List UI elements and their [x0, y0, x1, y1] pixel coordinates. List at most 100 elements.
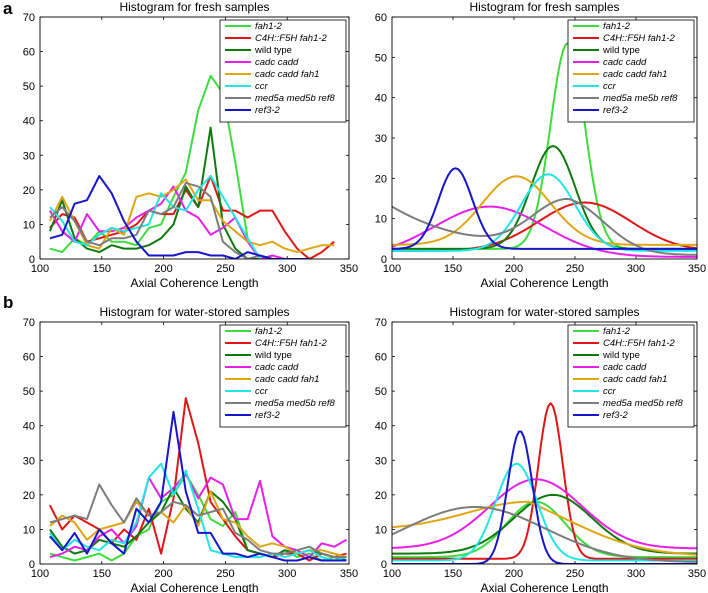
series-line-cadc-cadd-fah1: [49, 178, 335, 254]
chart-title: Histogram for fresh samples: [119, 0, 269, 14]
legend-label-cadc-cadd: cadc cadd: [255, 362, 299, 373]
x-tick-label: 250: [566, 568, 584, 580]
fit-curve-ref3-2: [392, 167, 697, 250]
x-tick-label: 250: [566, 263, 584, 275]
y-tick-label: 40: [375, 421, 387, 433]
y-tick-label: 50: [375, 52, 387, 64]
legend-label-ccr: ccr: [255, 386, 269, 397]
series-line-ccr: [49, 462, 347, 562]
series-line-cadc-cadd: [49, 185, 285, 259]
chart-a-fit: Histogram for fresh samples Axial Coheren…: [375, 0, 706, 290]
legend-label-med5a-med5b-ref8: med5a med5b ref8: [603, 398, 683, 409]
fit-curve-ccr: [392, 462, 697, 562]
series-line-fah1-2: [49, 473, 347, 562]
x-tick-label: 250: [216, 568, 234, 580]
y-tick-label: 50: [23, 386, 35, 398]
x-tick-label: 200: [505, 263, 523, 275]
y-tick-label: 10: [375, 524, 387, 536]
x-tick-label: 150: [444, 568, 462, 580]
y-tick-label: 30: [375, 133, 387, 145]
y-tick-label: 60: [375, 352, 387, 364]
series-line-med5a-med5b-ref8: [49, 181, 273, 259]
y-tick-label: 50: [375, 386, 387, 398]
y-tick-label: 40: [23, 421, 35, 433]
plot-area: [392, 42, 697, 258]
legend-label-fah1-2: fah1-2: [255, 326, 283, 337]
legend-label-fah1-2: fah1-2: [603, 326, 631, 337]
fit-curve-cadc-cadd-fah1: [392, 500, 697, 556]
fit-curve-ref3-2: [392, 430, 697, 564]
y-tick-label: 0: [381, 559, 387, 571]
y-tick-label: 30: [23, 150, 35, 162]
x-tick-label: 100: [31, 568, 49, 580]
x-tick-label: 250: [216, 263, 234, 275]
y-tick-label: 40: [375, 93, 387, 105]
legend-label-ccr: ccr: [603, 81, 617, 92]
x-tick-label: 150: [444, 263, 462, 275]
x-tick-label: 100: [31, 263, 49, 275]
legend-label-wild-type: wild type: [602, 45, 640, 56]
chart-a-hist: Histogram for fresh samples Axial Coheren…: [23, 0, 358, 290]
legend-label-wild-type: wild type: [602, 350, 640, 361]
y-tick-label: 60: [23, 352, 35, 364]
series-line-wild-type: [48, 126, 260, 259]
plot-area: [49, 397, 347, 562]
y-tick-label: 20: [375, 490, 387, 502]
chart-b-fit: Histogram for water-stored samples Axial …: [375, 305, 706, 593]
legend-label-c4h-f5h-fah1-2: C4H::F5H fah1-2: [255, 33, 328, 44]
legend-label-med5a-med5b-ref8: med5a med5b ref8: [255, 398, 335, 409]
y-tick-label: 0: [29, 254, 35, 266]
legend-label-cadc-cadd-fah1: cadc cadd fah1: [603, 69, 667, 80]
y-tick-label: 0: [381, 254, 387, 266]
chart-title: Histogram for water-stored samples: [449, 305, 639, 319]
y-tick-label: 60: [375, 12, 387, 24]
legend-label-c4h-f5h-fah1-2: C4H::F5H fah1-2: [603, 33, 676, 44]
legend-label-wild-type: wild type: [254, 350, 292, 361]
legend-label-cadc-cadd-fah1: cadc cadd fah1: [255, 69, 319, 80]
y-tick-label: 60: [23, 47, 35, 59]
plot-area: [392, 402, 697, 564]
legend-label-cadc-cadd-fah1: cadc cadd fah1: [603, 374, 667, 385]
x-tick-label: 300: [278, 568, 296, 580]
legend-label-ref3-2: ref3-2: [255, 410, 281, 421]
x-tick-label: 150: [93, 263, 111, 275]
x-axis-label: Axial Coherence Length: [130, 276, 258, 290]
x-tick-label: 200: [505, 568, 523, 580]
legend-label-med5a-me5b-ref8: med5a me5b ref8: [603, 93, 678, 104]
x-tick-label: 100: [383, 568, 401, 580]
y-tick-label: 0: [29, 559, 35, 571]
x-tick-label: 350: [688, 568, 706, 580]
x-tick-label: 200: [154, 263, 172, 275]
x-tick-label: 350: [340, 263, 358, 275]
fit-curve-cadc-cadd: [392, 205, 697, 258]
axes-box: [391, 16, 698, 260]
fit-curve-med5a-med5b-ref8: [392, 506, 697, 563]
y-tick-label: 30: [23, 455, 35, 467]
legend-label-ref3-2: ref3-2: [255, 105, 281, 116]
x-tick-label: 350: [340, 568, 358, 580]
legend-label-wild-type: wild type: [254, 45, 292, 56]
x-tick-label: 350: [688, 263, 706, 275]
y-tick-label: 10: [23, 524, 35, 536]
y-tick-label: 10: [375, 214, 387, 226]
legend-label-ccr: ccr: [255, 81, 269, 92]
x-tick-label: 150: [93, 568, 111, 580]
legend-label-fah1-2: fah1-2: [255, 21, 283, 32]
legend-label-cadc-cadd: cadc cadd: [603, 362, 647, 373]
panel-letter-a: a: [3, 0, 13, 18]
chart-title: Histogram for fresh samples: [469, 0, 619, 14]
y-tick-label: 20: [375, 173, 387, 185]
legend-label-cadc-cadd: cadc cadd: [255, 57, 299, 68]
legend-label-cadc-cadd: cadc cadd: [603, 57, 647, 68]
fit-curve-cadc-cadd-fah1: [392, 175, 697, 246]
x-tick-label: 200: [154, 568, 172, 580]
x-tick-label: 300: [278, 263, 296, 275]
legend-label-ref3-2: ref3-2: [603, 105, 629, 116]
panel-letter-b: b: [3, 293, 13, 312]
fit-curve-cadc-cadd: [392, 478, 697, 550]
y-tick-label: 20: [23, 185, 35, 197]
y-tick-label: 40: [23, 116, 35, 128]
